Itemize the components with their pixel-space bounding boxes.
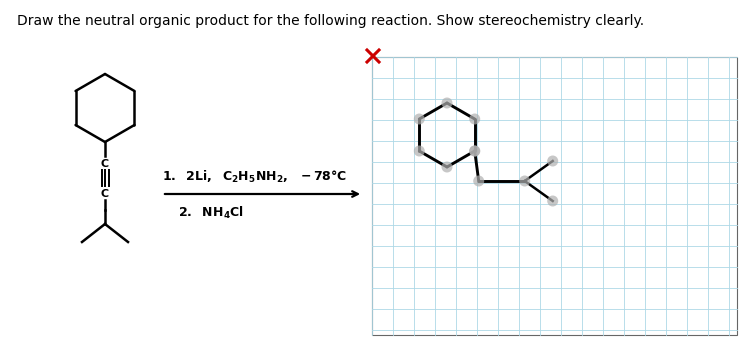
- Text: Draw the neutral organic product for the following reaction. Show stereochemistr: Draw the neutral organic product for the…: [17, 14, 644, 28]
- Circle shape: [548, 155, 558, 166]
- Circle shape: [469, 113, 481, 125]
- Text: $\bf{1.\ \ 2Li,\ \ C_2H_5NH_2,\ \ -78°C}$: $\bf{1.\ \ 2Li,\ \ C_2H_5NH_2,\ \ -78°C}…: [162, 169, 347, 185]
- Circle shape: [548, 196, 558, 206]
- Text: C: C: [101, 189, 109, 199]
- Circle shape: [469, 146, 481, 157]
- Circle shape: [442, 161, 452, 172]
- Text: C: C: [101, 159, 109, 169]
- Circle shape: [442, 98, 452, 108]
- Circle shape: [473, 176, 484, 186]
- Circle shape: [413, 146, 425, 157]
- Bar: [372, 57, 737, 335]
- Circle shape: [413, 113, 425, 125]
- Circle shape: [519, 176, 530, 186]
- Text: $\bf{2.\ \ NH_4Cl}$: $\bf{2.\ \ NH_4Cl}$: [178, 205, 244, 221]
- Circle shape: [469, 146, 481, 157]
